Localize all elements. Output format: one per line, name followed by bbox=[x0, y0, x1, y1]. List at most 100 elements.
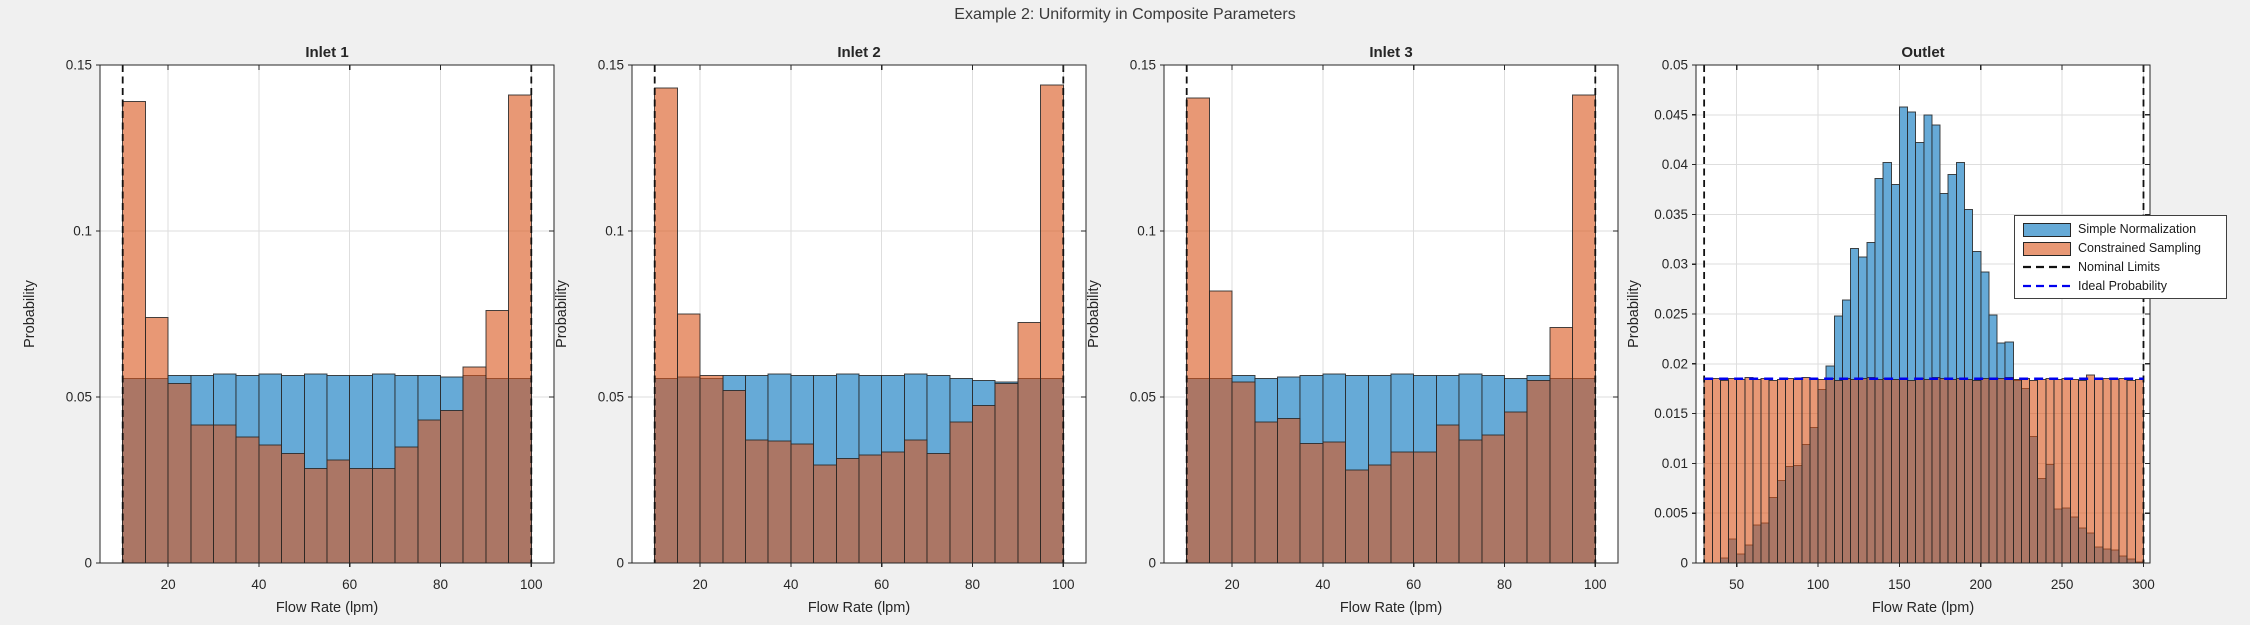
histogram-bar bbox=[1923, 379, 1933, 564]
axes-box bbox=[631, 64, 1087, 564]
histogram-bar bbox=[722, 389, 746, 564]
histogram-bar bbox=[1931, 377, 1941, 564]
histogram-bar bbox=[2077, 380, 2088, 564]
histogram-bar bbox=[654, 87, 678, 564]
histogram-bar bbox=[1736, 379, 1746, 564]
histogram-bar bbox=[1768, 380, 1778, 564]
histogram-bar bbox=[1801, 377, 1811, 564]
blue-patch-swatch bbox=[2021, 222, 2073, 237]
histogram-bar bbox=[1955, 378, 1965, 564]
histogram-bar bbox=[440, 409, 464, 564]
y-tick-label: 0.02 bbox=[1662, 356, 1688, 371]
histogram-bar bbox=[1744, 377, 1754, 564]
subplot-title: Inlet 2 bbox=[837, 44, 880, 61]
axis-labels: Inlet 2 20 40 60 80 100 0 0.05 0.1 0.15 Flow Rate … bbox=[554, 44, 1075, 616]
x-axis-label: Flow Rate (lpm) bbox=[1872, 600, 1974, 616]
y-tick-label: 0.15 bbox=[66, 58, 92, 73]
histogram-bar bbox=[1784, 378, 1795, 564]
histogram-bar bbox=[1776, 379, 1786, 564]
histogram-bar bbox=[1752, 379, 1762, 564]
y-tick-label: 0.04 bbox=[1662, 157, 1689, 172]
x-tick-label: 20 bbox=[1225, 577, 1240, 592]
axis-labels: Inlet 1 20 40 60 80 100 0 0.05 0.1 0.15 Flow Rate … bbox=[22, 44, 543, 616]
figure-title: Example 2: Uniformity in Composite Param… bbox=[954, 6, 1296, 23]
histogram-bar bbox=[2126, 380, 2136, 564]
histogram-bar bbox=[1458, 439, 1483, 564]
subplot-inlet-3: Inlet 3 20 40 60 80 100 0 0.05 0.1 0.15 Flow Rate … bbox=[1086, 44, 1619, 616]
histogram-bar bbox=[1299, 442, 1324, 564]
x-tick-label: 20 bbox=[161, 577, 176, 592]
y-tick-label: 0 bbox=[84, 556, 92, 571]
histogram-bar bbox=[1907, 380, 1917, 564]
y-tick-label: 0.015 bbox=[1654, 406, 1688, 421]
histogram-bar bbox=[2004, 377, 2014, 564]
histogram-bar bbox=[1890, 379, 1900, 564]
histogram-bar bbox=[1809, 378, 1819, 564]
x-tick-label: 100 bbox=[1584, 577, 1607, 592]
histogram-bar bbox=[926, 452, 951, 564]
histogram-bar bbox=[699, 374, 724, 564]
histogram-bar bbox=[394, 446, 419, 564]
axis-labels: Outlet 50 100 150 200 250 300 0 0.005 0.01 0.015 0.… bbox=[1626, 44, 2155, 616]
y-tick-label: 0.035 bbox=[1654, 207, 1688, 222]
y-tick-label: 0 bbox=[1148, 556, 1156, 571]
histogram-bar bbox=[949, 421, 973, 564]
legend-entry-ideal-probability: Ideal Probability bbox=[2015, 276, 2226, 295]
y-tick-label: 0.15 bbox=[598, 58, 624, 73]
tick-marks bbox=[628, 64, 1086, 567]
legend-box: Simple Normalization Constrained Samplin… bbox=[2014, 215, 2227, 299]
x-axis-label: Flow Rate (lpm) bbox=[1340, 600, 1442, 616]
x-tick-label: 80 bbox=[965, 577, 980, 592]
y-tick-label: 0.1 bbox=[1137, 224, 1156, 239]
x-tick-label: 40 bbox=[251, 577, 266, 592]
histogram-bar bbox=[281, 452, 305, 564]
histogram-bar bbox=[1322, 441, 1347, 564]
subplot-inlet-1: Inlet 1 20 40 60 80 100 0 0.05 0.1 0.15 Flow Rate … bbox=[22, 44, 555, 616]
y-tick-label: 0.025 bbox=[1654, 307, 1688, 322]
histogram-bar bbox=[1572, 94, 1596, 564]
histogram-bar bbox=[2053, 379, 2063, 564]
histogram-bar bbox=[2102, 378, 2112, 564]
histogram-bar bbox=[2118, 378, 2128, 564]
y-tick-label: 0.1 bbox=[73, 224, 92, 239]
histogram-bar bbox=[1549, 326, 1574, 564]
histogram-bar bbox=[1858, 378, 1868, 564]
histogram-bar bbox=[2012, 379, 2022, 564]
histogram-bar bbox=[303, 467, 328, 564]
histogram-bar bbox=[122, 101, 146, 564]
histogram-bar bbox=[1915, 378, 1925, 564]
histogram-bar bbox=[508, 94, 532, 564]
tick-marks bbox=[96, 64, 554, 567]
y-axis-label: Probability bbox=[1626, 279, 1642, 347]
x-axis-label: Flow Rate (lpm) bbox=[276, 600, 378, 616]
histogram-bar bbox=[2045, 378, 2055, 564]
x-tick-label: 100 bbox=[1807, 577, 1830, 592]
x-tick-label: 300 bbox=[2132, 577, 2155, 592]
x-tick-label: 100 bbox=[520, 577, 543, 592]
histogram-bar bbox=[1719, 380, 1730, 564]
histogram-bar bbox=[1277, 418, 1301, 564]
histogram-bar bbox=[235, 436, 260, 564]
histogram-bar bbox=[1711, 378, 1721, 564]
x-tick-label: 80 bbox=[433, 577, 448, 592]
y-tick-label: 0.05 bbox=[66, 390, 92, 405]
subplot-outlet: Outlet 50 100 150 200 250 300 0 0.005 0.01 0.015 0.… bbox=[1626, 44, 2155, 616]
x-tick-label: 100 bbox=[1052, 577, 1075, 592]
histogram-bar bbox=[1841, 378, 1852, 564]
legend-label: Ideal Probability bbox=[2078, 278, 2167, 293]
y-tick-label: 0.1 bbox=[605, 224, 624, 239]
bars-constrained-sampling bbox=[1186, 94, 1596, 564]
histogram-bar bbox=[349, 467, 373, 564]
subplot-title: Inlet 1 bbox=[305, 44, 348, 61]
histogram-bar bbox=[1504, 411, 1528, 564]
histogram-bar bbox=[881, 451, 905, 564]
histogram-bar bbox=[1728, 378, 1738, 564]
x-tick-label: 60 bbox=[874, 577, 889, 592]
histogram-bar bbox=[1996, 378, 2006, 564]
orange-patch-swatch bbox=[2021, 241, 2073, 256]
y-axis-label: Probability bbox=[554, 279, 570, 347]
histogram-bar bbox=[1526, 379, 1551, 564]
histogram-bar bbox=[903, 439, 928, 564]
